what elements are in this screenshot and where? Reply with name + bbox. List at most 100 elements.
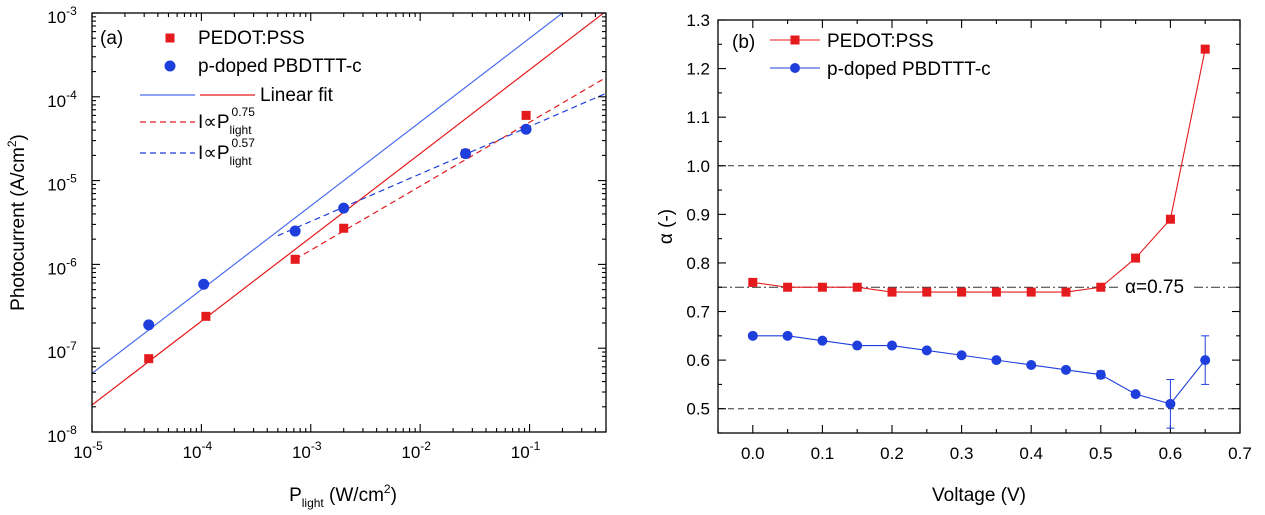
data-point <box>289 225 301 237</box>
data-point <box>198 278 210 290</box>
y-tick-label: 0.8 <box>686 254 710 273</box>
data-point <box>817 282 827 292</box>
x-axis-label: Voltage (V) <box>932 485 1026 506</box>
legend-marker <box>164 60 176 72</box>
data-point <box>1165 214 1175 224</box>
y-tick-label: 10-7 <box>47 339 77 362</box>
y-tick-label: 0.9 <box>686 205 710 224</box>
data-point <box>783 282 793 292</box>
legend-label: Linear fit <box>260 85 334 106</box>
panel-label: (b) <box>732 32 755 53</box>
x-tick-label: 0.0 <box>741 444 765 463</box>
data-point <box>1131 253 1141 263</box>
legend-label: I∝Plight0.75 <box>198 105 255 137</box>
y-tick-label: 1.3 <box>686 11 710 30</box>
data-point <box>1061 287 1071 297</box>
y-tick-label: 1.2 <box>686 60 710 79</box>
x-axis-label: Plight (W/cm2) <box>289 482 397 510</box>
data-point <box>1026 287 1036 297</box>
y-tick-label: 10-6 <box>47 255 77 278</box>
x-tick-label: 0.1 <box>811 444 835 463</box>
series-square <box>748 44 1210 297</box>
x-tick-label: 10-1 <box>511 439 541 462</box>
data-point <box>852 282 862 292</box>
y-tick-label: 1.0 <box>686 157 710 176</box>
panel-a-chart: 10-5 10-4 10-3 10-2 10-1 10-8 10-7 10-6 10-5 10-4… <box>5 4 607 510</box>
data-point <box>144 354 154 364</box>
data-point <box>1096 282 1106 292</box>
data-point <box>1026 359 1037 370</box>
data-point <box>887 340 897 351</box>
reference-label-bg <box>1121 276 1191 297</box>
y-tick-label: 10-5 <box>47 172 77 195</box>
data-point <box>782 330 793 341</box>
data-point <box>991 355 1002 366</box>
data-point <box>201 311 211 321</box>
data-point <box>521 110 531 120</box>
x-tick-label: 0.7 <box>1228 444 1252 463</box>
x-tick-label: 0.2 <box>880 444 904 463</box>
linear-fit-line <box>92 13 564 374</box>
x-tick-label: 10-3 <box>292 439 322 462</box>
legend-marker <box>165 33 175 43</box>
x-tick-label: 10-4 <box>183 439 213 462</box>
alpha-reference-label: α=0.75 <box>1125 277 1184 298</box>
x-tick-label: 0.5 <box>1089 444 1113 463</box>
y-axis-label: Photocurrent (A/cm2) <box>5 134 29 311</box>
panel-b-plot-frame <box>717 19 1241 434</box>
y-tick-label: 10-8 <box>47 423 77 446</box>
legend-marker <box>790 35 800 45</box>
legend-label: I∝Plight0.57 <box>198 136 255 168</box>
series-circle-points <box>143 123 532 331</box>
data-point <box>887 287 897 297</box>
series-line <box>752 49 1206 293</box>
data-point <box>921 345 932 356</box>
power-law-fit-line <box>277 92 606 237</box>
y-tick-label: 0.6 <box>686 351 710 370</box>
legend-marker <box>790 63 800 73</box>
x-tick-label: 0.4 <box>1019 444 1043 463</box>
x-tick-label: 0.3 <box>950 444 974 463</box>
data-point <box>1200 355 1211 366</box>
panel-label: (a) <box>100 28 123 49</box>
data-point <box>1200 44 1210 54</box>
panel-a-plot-frame <box>91 12 607 433</box>
data-point <box>338 202 350 214</box>
y-tick-label: 10-3 <box>47 4 77 27</box>
x-tick-label: 0.6 <box>1159 444 1183 463</box>
legend-label: p-doped PBDTTT-c <box>827 59 991 80</box>
data-point <box>1061 364 1071 375</box>
legend: PEDOT:PSS p-doped PBDTTT-c <box>770 31 991 80</box>
data-point <box>852 340 863 351</box>
y-axis-label: α (-) <box>656 209 677 244</box>
data-point <box>957 287 967 297</box>
data-point <box>143 319 155 331</box>
y-tick-label: 1.1 <box>686 108 710 127</box>
data-point <box>747 330 758 341</box>
x-tick-label: 10-2 <box>401 439 431 462</box>
series-line <box>752 335 1206 405</box>
legend-label: PEDOT:PSS <box>827 31 934 52</box>
data-point <box>956 350 967 361</box>
data-point <box>460 148 472 160</box>
data-point <box>748 277 758 287</box>
data-point <box>991 287 1001 297</box>
data-point <box>339 223 349 233</box>
data-point <box>1165 398 1176 409</box>
x-tick-label: 10-5 <box>73 439 103 462</box>
data-point <box>817 335 828 346</box>
legend-label: p-doped PBDTTT-c <box>198 56 362 77</box>
panel-b-chart: α=0.75 0.0 0.1 0.2 0.3 0.4 0.5 0.6 0.7 0.5 0.6 0.7 0… <box>656 11 1252 506</box>
data-point <box>520 123 532 135</box>
data-point <box>922 287 932 297</box>
data-point <box>290 254 300 264</box>
y-tick-label: 0.7 <box>686 303 710 322</box>
y-tick-label: 0.5 <box>686 400 710 419</box>
data-point <box>1130 389 1141 400</box>
legend-label: PEDOT:PSS <box>198 28 305 49</box>
data-point <box>1095 369 1106 380</box>
series-circle <box>747 330 1211 429</box>
y-tick-label: 10-4 <box>47 88 77 111</box>
